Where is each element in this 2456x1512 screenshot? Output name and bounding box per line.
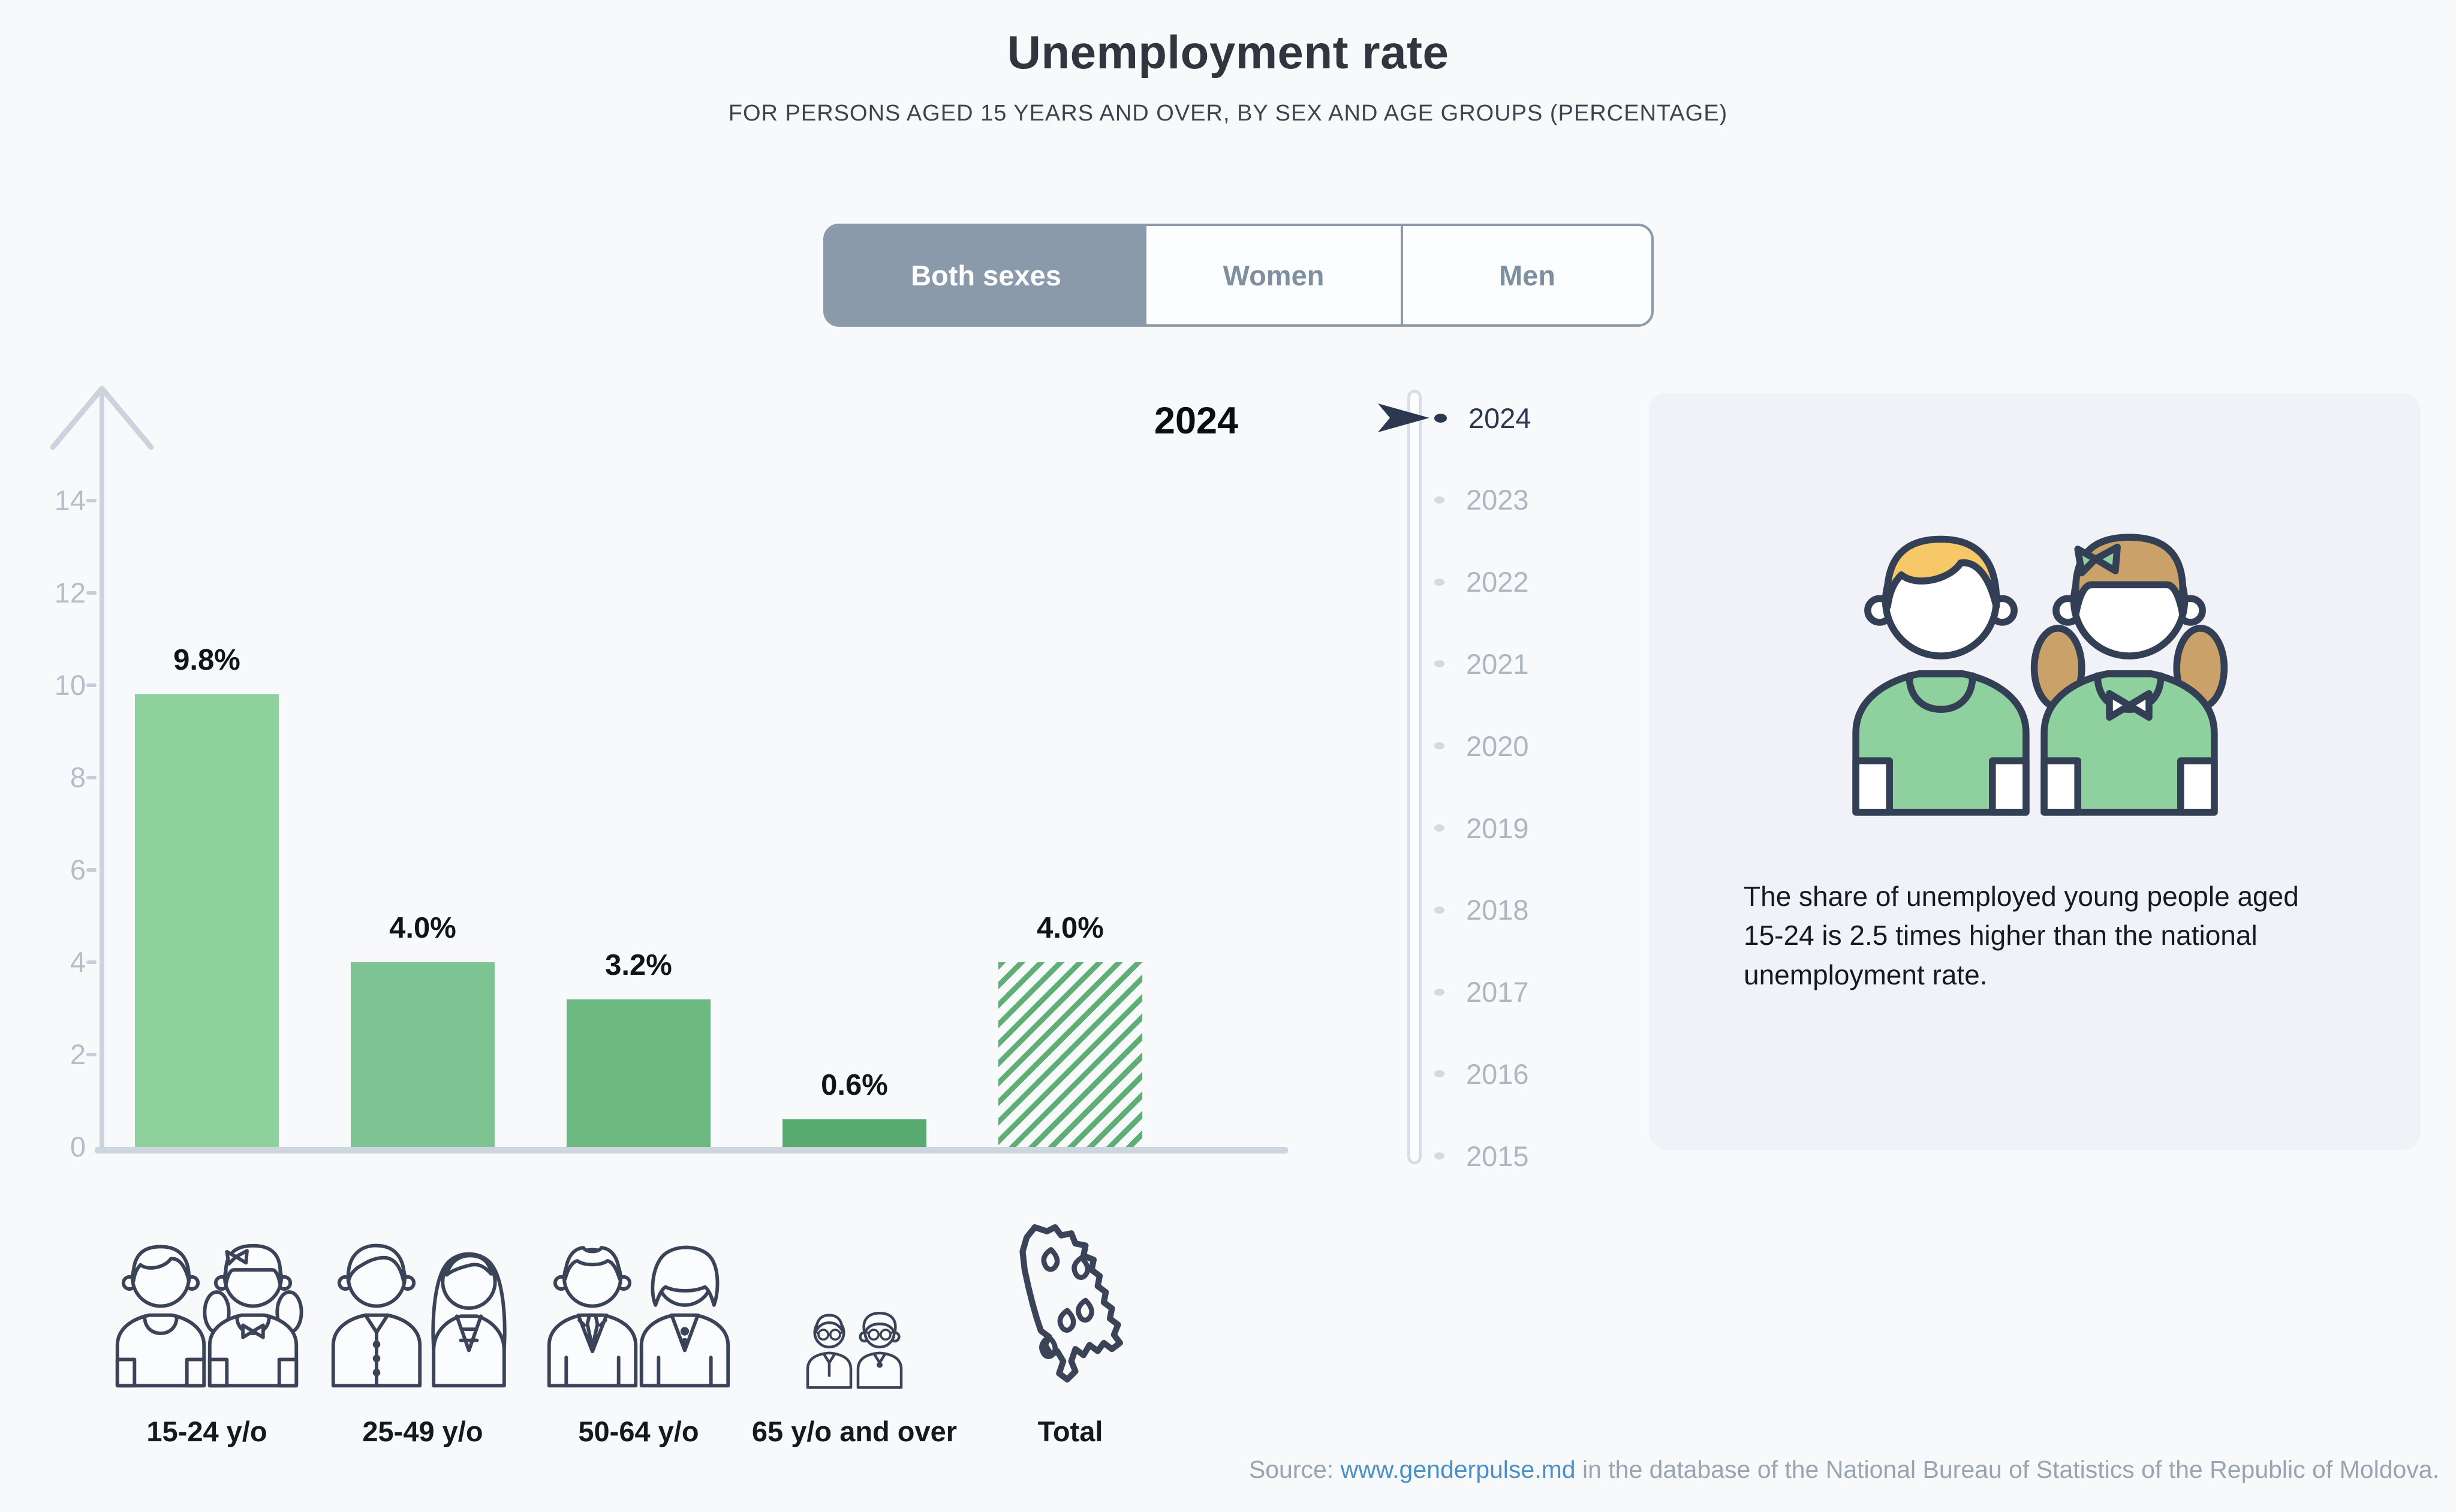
sex-tab-group: Both sexes Women Men — [823, 224, 1654, 327]
category-total: Total — [962, 1216, 1178, 1448]
timeline-year-label[interactable]: 2017 — [1466, 976, 1529, 1008]
tab-men[interactable]: Men — [1401, 226, 1651, 324]
timeline-cursor-icon[interactable] — [1378, 403, 1429, 432]
bar-value-label: 9.8% — [173, 644, 240, 676]
bar-15-24 y/o[interactable] — [135, 694, 279, 1147]
y-tick: 2 — [70, 1038, 86, 1070]
timeline-year-label[interactable]: 2016 — [1466, 1058, 1529, 1090]
category-65-over: 65 y/o and over — [747, 1216, 962, 1448]
timeline-year-label[interactable]: 2024 — [1468, 402, 1531, 434]
source-link[interactable]: www.genderpulse.md — [1340, 1456, 1576, 1483]
y-tick: 0 — [70, 1131, 86, 1162]
x-axis — [95, 1147, 1288, 1153]
timeline-dot[interactable] — [1434, 413, 1447, 423]
timeline-dot[interactable] — [1434, 1152, 1444, 1160]
y-tick-dash — [86, 499, 97, 502]
bar-50-64 y/o[interactable] — [567, 999, 711, 1147]
category-label: Total — [1037, 1415, 1103, 1447]
young-man-illustration-icon — [1842, 523, 2040, 820]
timeline-dot[interactable] — [1434, 742, 1444, 750]
timeline-dot[interactable] — [1434, 988, 1444, 996]
y-tick: 4 — [70, 946, 86, 978]
y-tick-dash — [86, 1053, 97, 1056]
timeline-year-2019[interactable]: 2019 — [1434, 808, 1529, 848]
y-tick-dash — [86, 683, 97, 687]
bar-value-label: 4.0% — [389, 912, 456, 944]
timeline-year-label[interactable]: 2019 — [1466, 812, 1529, 844]
timeline-year-2024[interactable]: 2024 — [1434, 397, 1531, 438]
young-woman-illustration-icon — [2030, 523, 2228, 820]
category-label: 25-49 y/o — [362, 1415, 483, 1447]
insight-text: The share of unemployed young people age… — [1744, 881, 2299, 990]
y-tick: 10 — [54, 669, 86, 701]
timeline-dot[interactable] — [1434, 496, 1444, 504]
insight-card: The share of unemployed young people age… — [1649, 393, 2421, 1150]
timeline-dot[interactable] — [1434, 824, 1444, 832]
bar-value-label: 0.6% — [821, 1069, 888, 1101]
timeline-dot[interactable] — [1434, 1070, 1444, 1078]
y-tick-dash — [86, 960, 97, 964]
bar-value-label: 4.0% — [1037, 912, 1104, 944]
adult-pair-icon — [326, 1216, 519, 1390]
y-tick-dash — [86, 591, 97, 595]
timeline-year-label[interactable]: 2023 — [1466, 484, 1529, 516]
y-tick: 12 — [54, 577, 86, 609]
young-pair-icon — [110, 1216, 303, 1390]
category-label: 15-24 y/o — [146, 1415, 267, 1447]
timeline-year-label[interactable]: 2015 — [1466, 1140, 1529, 1172]
y-tick-dash — [86, 868, 97, 872]
timeline-year-label[interactable]: 2022 — [1466, 566, 1529, 598]
y-tick: 8 — [70, 761, 86, 793]
category-label: 50-64 y/o — [578, 1415, 699, 1447]
timeline-year-2017[interactable]: 2017 — [1434, 972, 1529, 1013]
source-line: Source: www.genderpulse.md in the databa… — [1249, 1456, 2439, 1484]
timeline-dot[interactable] — [1434, 578, 1444, 586]
source-suffix: in the database of the National Bureau o… — [1575, 1456, 2439, 1483]
bar-25-49 y/o[interactable] — [351, 962, 495, 1147]
y-axis — [100, 388, 104, 1149]
category-50-64: 50-64 y/o — [531, 1216, 747, 1448]
page-subtitle: FOR PERSONS AGED 15 YEARS AND OVER, BY S… — [728, 101, 1728, 126]
elderly-pair-icon — [802, 1216, 907, 1390]
timeline-track[interactable] — [1407, 390, 1422, 1164]
category-row: 15-24 y/o 25-49 y/o 50-64 y/o 65 y/o and… — [99, 1216, 1178, 1448]
timeline-year-2018[interactable]: 2018 — [1434, 890, 1529, 930]
y-tick-dash — [86, 776, 97, 779]
timeline-year-2020[interactable]: 2020 — [1434, 725, 1529, 766]
tab-women[interactable]: Women — [1146, 226, 1401, 324]
chart-year-label: 2024 — [1154, 400, 1239, 442]
timeline-dot[interactable] — [1434, 660, 1444, 668]
bar-65 y/o and over[interactable] — [782, 1119, 926, 1147]
bar-value-label: 3.2% — [605, 949, 672, 981]
young-people-illustration — [1649, 523, 2421, 820]
senior-pair-icon — [542, 1216, 735, 1390]
bar-Total[interactable] — [998, 962, 1142, 1147]
timeline-year-2023[interactable]: 2023 — [1434, 480, 1529, 520]
timeline-year-2022[interactable]: 2022 — [1434, 562, 1529, 603]
tab-both-sexes[interactable]: Both sexes — [826, 226, 1146, 324]
category-15-24: 15-24 y/o — [99, 1216, 315, 1448]
timeline-year-label[interactable]: 2018 — [1466, 894, 1529, 926]
timeline-year-label[interactable]: 2021 — [1466, 647, 1529, 680]
y-tick: 6 — [70, 854, 86, 885]
y-tick: 14 — [54, 484, 86, 516]
timeline-year-2021[interactable]: 2021 — [1434, 643, 1529, 684]
timeline-year-2015[interactable]: 2015 — [1434, 1135, 1529, 1176]
moldova-map-icon — [1004, 1216, 1136, 1390]
page-title: Unemployment rate — [1007, 26, 1449, 79]
category-label: 65 y/o and over — [751, 1415, 958, 1447]
category-25-49: 25-49 y/o — [315, 1216, 531, 1448]
timeline-year-label[interactable]: 2020 — [1466, 730, 1529, 762]
timeline-dot[interactable] — [1434, 906, 1444, 914]
source-prefix: Source: — [1248, 1456, 1341, 1483]
timeline-year-2016[interactable]: 2016 — [1434, 1053, 1529, 1094]
